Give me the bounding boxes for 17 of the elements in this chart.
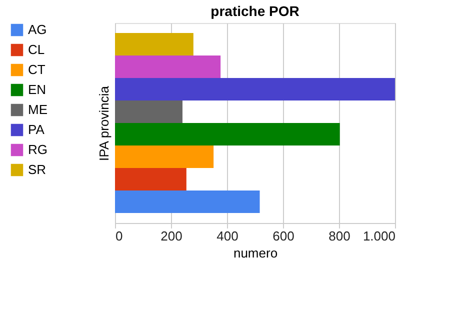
x-tick-label: 400 <box>216 228 238 244</box>
x-tick-label: 800 <box>328 228 350 244</box>
legend-label: ME <box>28 102 48 117</box>
legend-label: CT <box>28 62 46 77</box>
x-tick-label: 0 <box>116 228 123 244</box>
legend-label: SR <box>28 162 46 177</box>
y-axis-title: IPA provincia <box>96 85 112 161</box>
legend-label: RG <box>28 142 48 157</box>
x-axis-title: numero <box>233 246 278 260</box>
legend-label: CL <box>28 42 45 57</box>
x-tick-label: 600 <box>272 228 294 244</box>
legend-label: PA <box>28 122 45 137</box>
legend-label: AG <box>28 22 47 37</box>
x-tick-label: 200 <box>160 228 182 244</box>
legend-label: EN <box>28 82 46 97</box>
x-tick-label: 1.000 <box>362 228 396 244</box>
chart-title: pratiche POR <box>210 3 300 19</box>
